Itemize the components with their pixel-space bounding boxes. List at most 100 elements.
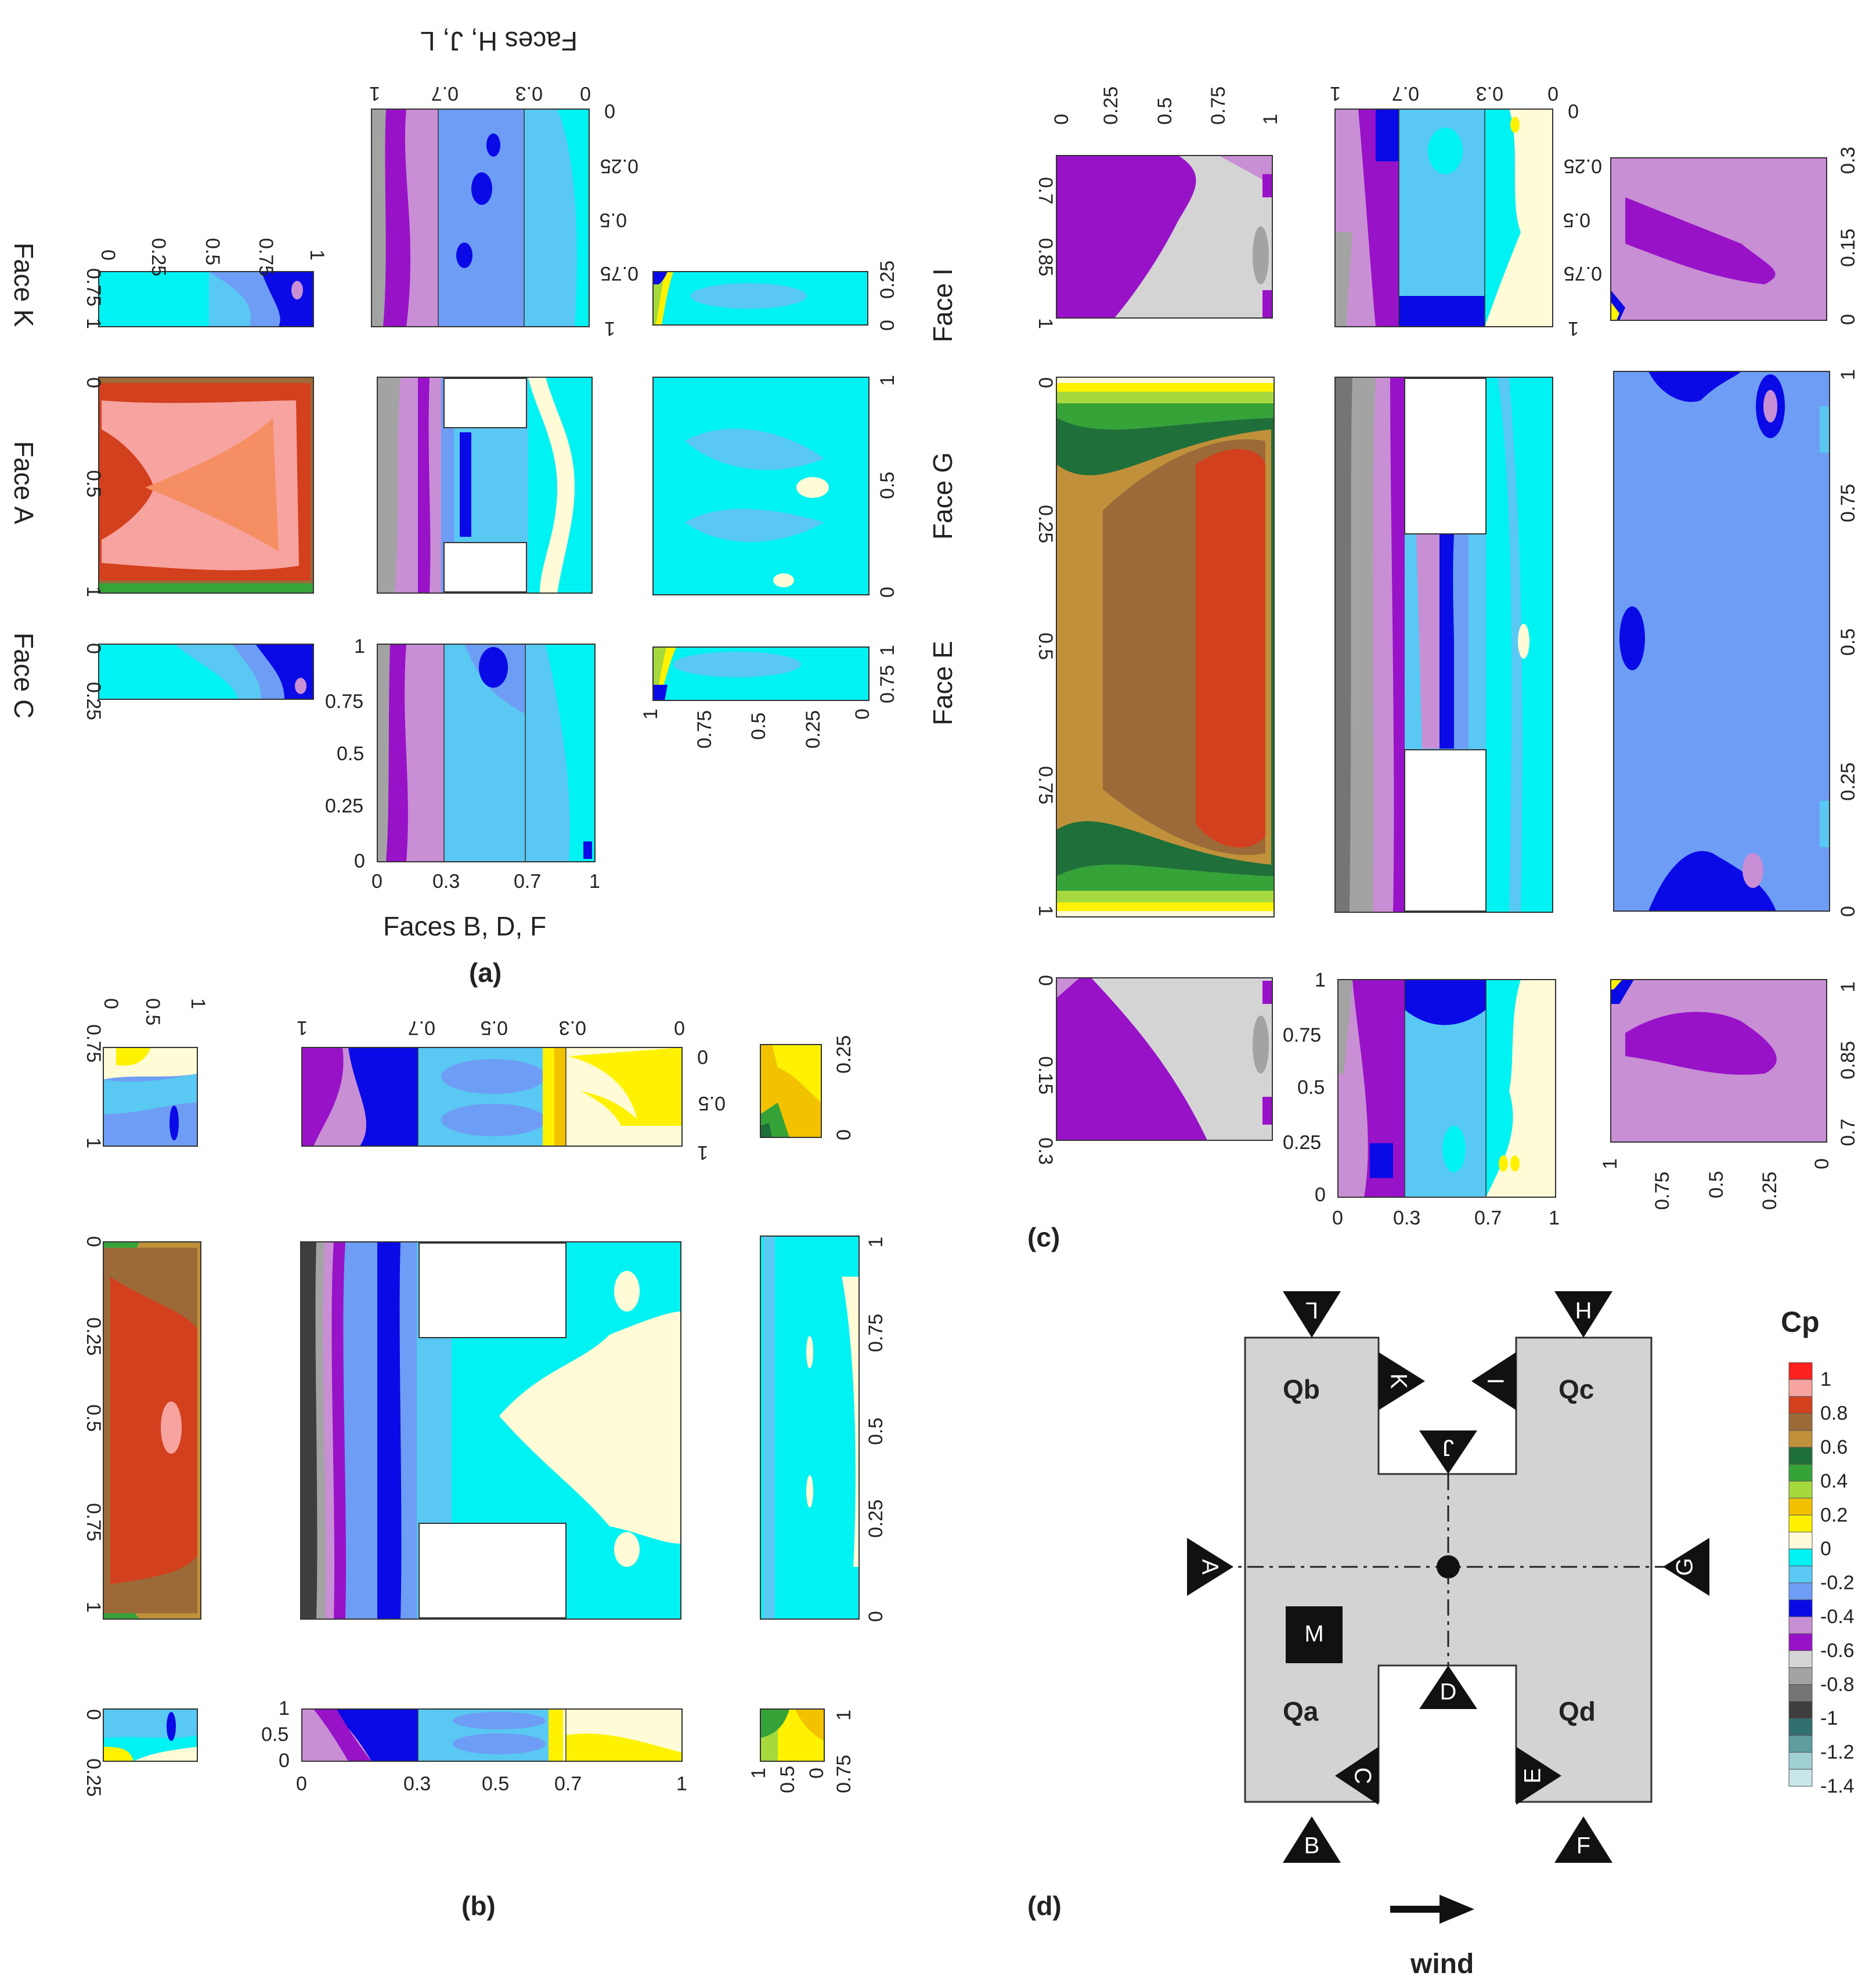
tick: 1 [1568,317,1579,339]
b-right-tall-contour [760,1235,860,1620]
legend-swatch [1788,1667,1813,1685]
tick: 1 [354,635,365,657]
legend-swatch [1788,1413,1813,1431]
marker-f: F [1554,1816,1612,1863]
b-small-tr-ticks: 0.25 0 [833,1035,855,1140]
legend-label: -0.8 [1820,1674,1855,1696]
c-top-left-ticks: 0 0.25 0.5 0.75 1 0.7 0.85 1 [1034,86,1282,329]
tick: 0 [279,1750,290,1772]
tick: 0 [97,250,119,261]
svg-text:C: C [1350,1768,1375,1784]
legend-swatch [1788,1735,1813,1753]
legend-swatch [1788,1565,1813,1584]
face-e-ticks: 1 0.75 0.5 0.25 0 1 0.75 [640,645,899,749]
legend-swatch [1788,1752,1813,1770]
legend-swatch [1788,1480,1813,1499]
b-bottom-center-contour [301,1708,683,1762]
face-k-label: Face K [9,243,39,327]
c-bottom-left-contour [1056,977,1273,1141]
legend-swatch [1788,1464,1813,1482]
tick: 0.5 [82,470,104,497]
tick: 0.25 [600,155,638,177]
legend-swatch [1788,1531,1813,1549]
legend-label: -1 [1820,1707,1838,1729]
tick: 0.25 [1100,86,1122,125]
tick: 1 [82,1137,104,1148]
tick: 0 [1315,1184,1326,1206]
legend-label: -0.4 [1820,1606,1855,1628]
faces-hjl-contour [371,109,590,327]
tick: 0.15 [1034,1056,1056,1094]
quadrant-qa: Qa [1283,1696,1319,1726]
b-small-bl-contour [103,1708,198,1762]
tick: 0.5 [201,238,223,265]
tick: 0.3 [1034,1137,1056,1165]
tick: 0.75 [833,1755,855,1793]
face-a-contour [98,377,314,594]
legend-swatch [1788,1684,1813,1702]
marker-g: G [1663,1538,1709,1596]
tick: 0 [580,82,591,104]
c-top-center-ticks: 0 0.3 0.7 1 0 0.25 0.5 0.75 1 [1330,82,1602,339]
b-small-tl-contour [103,1047,198,1147]
tick: 0.75 [694,710,716,749]
tick: 1 [833,1710,855,1721]
c-bottom-right-contour [1610,979,1827,1143]
wind-arrow [1390,1895,1474,1924]
legend-swatch [1788,1650,1813,1668]
legend-swatch [1788,1515,1813,1533]
tick: 1 [1549,1207,1560,1229]
face-g-contour [652,377,870,595]
panel-c-caption: (c) [1027,1222,1060,1252]
b-left-tall-ticks: 0 0.25 0.5 0.75 1 [82,1236,104,1613]
legend-swatch [1788,1616,1813,1634]
tick: 0 [100,998,122,1009]
marker-j: J [1419,1430,1477,1474]
tick: 0.25 [82,1758,104,1797]
tick: 1 [748,1768,770,1779]
svg-text:B: B [1304,1833,1320,1859]
tick: 0.7 [554,1773,582,1795]
tick: 0 [697,1046,708,1068]
tick: 0 [1837,314,1859,325]
face-i-contour [652,271,868,326]
tick: 0 [82,377,104,388]
tick: 0 [296,1773,307,1795]
tick: 1 [1837,369,1859,380]
tick: 0.75 [1034,766,1056,804]
legend-title: Cp [1781,1306,1820,1338]
tick: 0.3 [1393,1207,1420,1229]
legend-label: 1 [1820,1368,1831,1390]
c-bottom-right-ticks: 1 0.75 0.5 0.25 0 1 0.85 0.7 [1599,981,1859,1210]
c-right-tall-ticks: 0 0.25 0.5 0.75 1 [1837,369,1859,917]
tick: 0 [1034,975,1056,986]
legend-swatches: 1 0.8 0.6 0.4 0.2 0 -0.2 -0.4 -0.6 -0.8 -1 -1.2 -1.4 [1788,1362,1855,1797]
marker-h: H [1554,1291,1612,1338]
tick: 0.75 [1564,262,1602,284]
tick: 0.5 [482,1773,509,1795]
tick: 0.25 [1759,1172,1781,1210]
tick: 0.5 [261,1724,288,1746]
b-bottom-center-ticks: 0 0.3 0.5 0.7 1 0 0.5 1 [261,1697,687,1795]
faces-hjl-title: Faces H, J, L [420,26,578,56]
tick: 1 [676,1773,687,1795]
faces-bdf-title: Faces B, D, F [383,911,546,941]
c-bottom-center-contour [1337,979,1556,1198]
tick: 0.25 [82,682,104,720]
tick: 1 [876,645,899,656]
marker-c: C [1335,1747,1379,1805]
b-small-br-contour [760,1708,825,1762]
tick: 0.25 [1564,155,1602,177]
marker-b: B [1283,1816,1341,1863]
legend-swatch [1788,1718,1813,1736]
tick: 1 [876,375,899,386]
tick: 0.25 [82,1317,104,1356]
tick: 0 [674,1017,685,1039]
svg-text:I: I [1484,1378,1509,1384]
legend-swatch [1788,1583,1813,1601]
tick: 0.7 [1837,1119,1859,1146]
legend-label: -1.4 [1820,1775,1855,1797]
c-right-tall-contour [1613,371,1830,912]
tick: 1 [1837,981,1859,992]
face-a-label: Face A [9,441,39,525]
